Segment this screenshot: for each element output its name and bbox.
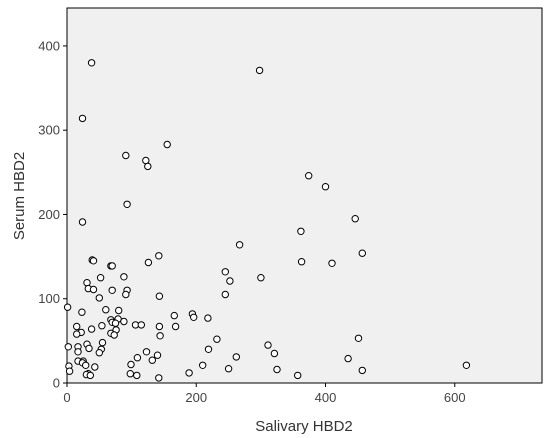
data-point-70 <box>85 344 93 353</box>
data-point-99 <box>86 371 95 380</box>
data-point-9 <box>123 200 131 209</box>
data-point-85 <box>127 360 135 369</box>
data-point-76 <box>270 349 279 358</box>
data-point-93 <box>358 366 366 375</box>
y-axis-ticks: 0 100 200 300 400 <box>38 38 67 391</box>
data-point-63 <box>354 334 363 342</box>
data-point-81 <box>148 356 157 364</box>
data-point-79 <box>133 354 142 362</box>
data-point-88 <box>462 361 471 369</box>
x-tick-label: 600 <box>444 390 466 405</box>
data-point-56 <box>87 325 96 333</box>
data-point-32 <box>108 286 116 294</box>
data-point-40 <box>78 308 86 316</box>
data-point-47 <box>120 317 128 326</box>
data-point-24 <box>120 273 128 281</box>
data-point-3 <box>163 140 171 149</box>
x-tick-label: 400 <box>315 390 337 405</box>
data-point-37 <box>63 303 72 311</box>
data-point-2 <box>78 114 87 123</box>
data-point-19 <box>144 258 153 267</box>
y-tick-label: 200 <box>38 207 60 222</box>
data-point-97 <box>126 370 135 378</box>
data-point-87 <box>199 361 207 369</box>
data-point-54 <box>155 322 164 331</box>
data-point-73 <box>74 348 82 356</box>
data-point-86 <box>82 361 90 369</box>
data-point-101 <box>133 371 141 380</box>
data-point-61 <box>110 331 118 339</box>
data-point-74 <box>142 348 151 356</box>
data-point-6 <box>144 162 152 171</box>
data-point-27 <box>226 277 234 285</box>
data-point-36 <box>95 294 104 302</box>
data-point-10 <box>351 215 359 223</box>
data-point-39 <box>115 306 123 315</box>
x-axis-title: Salivary HBD2 <box>255 418 353 435</box>
data-point-94 <box>65 367 74 375</box>
y-tick-label: 300 <box>38 123 60 138</box>
data-point-49 <box>111 319 120 327</box>
data-point-102 <box>155 374 163 382</box>
data-point-90 <box>91 363 99 371</box>
y-tick-label: 400 <box>38 38 60 53</box>
data-point-52 <box>98 322 106 330</box>
data-point-4 <box>122 151 130 160</box>
data-point-92 <box>273 365 281 374</box>
data-point-12 <box>297 227 305 236</box>
data-point-51 <box>137 321 146 329</box>
data-point-75 <box>95 349 104 357</box>
data-point-65 <box>98 338 107 347</box>
data-point-44 <box>204 314 212 322</box>
data-point-67 <box>264 341 272 349</box>
data-point-26 <box>257 274 265 282</box>
data-point-25 <box>96 274 105 282</box>
data-point-68 <box>64 343 73 351</box>
data-point-17 <box>89 257 98 265</box>
data-point-28 <box>83 279 91 287</box>
x-tick-label: 200 <box>185 390 207 405</box>
data-point-64 <box>213 335 221 343</box>
data-point-15 <box>155 252 163 260</box>
data-point-43 <box>190 313 198 321</box>
data-point-13 <box>235 241 244 249</box>
data-point-8 <box>321 183 330 191</box>
data-point-42 <box>170 311 179 320</box>
data-point-80 <box>344 354 352 363</box>
data-point-60 <box>73 330 81 338</box>
data-point-72 <box>204 345 213 353</box>
y-tick-label: 100 <box>38 291 60 306</box>
data-point-95 <box>185 369 193 377</box>
data-point-38 <box>102 306 110 314</box>
data-point-33 <box>122 290 130 299</box>
y-axis-title: Serum HBD2 <box>11 152 28 240</box>
data-point-0 <box>87 59 96 67</box>
x-tick-label: 0 <box>63 390 70 405</box>
data-point-77 <box>153 351 162 359</box>
data-point-78 <box>232 353 241 361</box>
data-point-14 <box>358 249 366 257</box>
data-point-22 <box>108 262 116 270</box>
data-points <box>63 59 471 382</box>
data-point-34 <box>221 290 230 299</box>
data-point-100 <box>294 371 302 380</box>
plot-area <box>66 7 543 384</box>
data-point-55 <box>73 322 81 331</box>
data-point-18 <box>297 258 306 266</box>
y-tick-label: 0 <box>53 376 60 391</box>
data-point-23 <box>221 268 230 276</box>
data-point-30 <box>89 285 98 294</box>
data-point-11 <box>78 218 87 226</box>
data-point-91 <box>224 365 233 373</box>
data-point-53 <box>171 322 180 331</box>
data-point-35 <box>155 292 164 300</box>
data-point-62 <box>156 332 164 340</box>
data-point-20 <box>328 259 336 267</box>
data-point-1 <box>255 66 264 75</box>
x-axis-ticks: 0 200 400 600 <box>63 383 466 405</box>
data-point-7 <box>305 172 313 180</box>
